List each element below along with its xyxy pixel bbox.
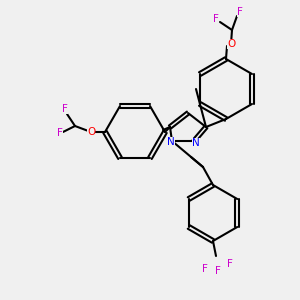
Text: N: N (167, 137, 175, 147)
Text: O: O (87, 127, 95, 137)
Text: F: F (227, 259, 233, 269)
Text: F: F (202, 264, 208, 274)
Text: F: F (213, 14, 219, 24)
Text: O: O (227, 39, 235, 49)
Text: N: N (192, 138, 200, 148)
Text: F: F (237, 7, 243, 17)
Text: F: F (215, 266, 221, 276)
Text: F: F (62, 104, 68, 114)
Text: F: F (57, 128, 63, 138)
